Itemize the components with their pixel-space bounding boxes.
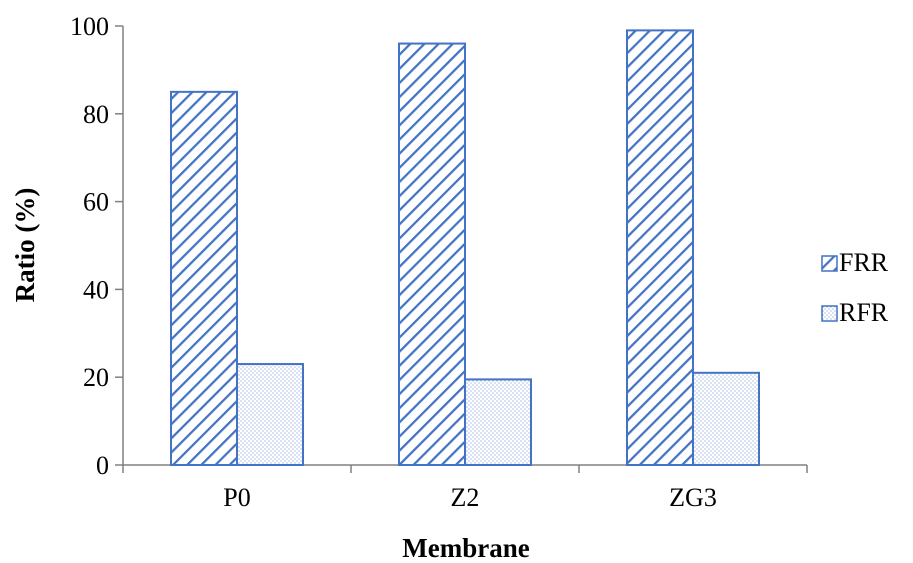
y-tick-label: 60 [83, 188, 109, 217]
legend: FRR RFR [821, 248, 889, 327]
bars-group [170, 29, 760, 467]
y-tick-labels: 0 20 40 60 80 100 [70, 12, 109, 480]
bar-rfr-z2 [464, 378, 532, 466]
x-tick-label: P0 [223, 483, 250, 512]
y-axis-title: Ratio (%) [10, 188, 40, 303]
y-tick-label: 0 [96, 451, 109, 480]
x-tick-label: Z2 [451, 483, 480, 512]
x-axis [122, 464, 808, 473]
y-tick-label: 80 [83, 100, 109, 129]
y-tick-label: 20 [83, 363, 109, 392]
bar-frr-z2 [398, 42, 466, 467]
x-tick-label: ZG3 [669, 483, 717, 512]
bar-rfr-zg3 [692, 371, 760, 466]
bar-frr-zg3 [626, 29, 694, 466]
x-tick-labels: P0 Z2 ZG3 [223, 483, 717, 512]
bar-frr-p0 [170, 90, 238, 466]
bar-rfr-p0 [236, 363, 304, 466]
y-tick-label: 100 [70, 12, 109, 41]
x-axis-title: Membrane [402, 533, 529, 563]
legend-swatch-frr [821, 255, 838, 272]
legend-swatch-rfr [821, 305, 838, 322]
y-axis [115, 25, 124, 466]
y-tick-label: 40 [83, 275, 109, 304]
legend-label-rfr: RFR [839, 298, 889, 327]
legend-label-frr: FRR [839, 248, 889, 277]
